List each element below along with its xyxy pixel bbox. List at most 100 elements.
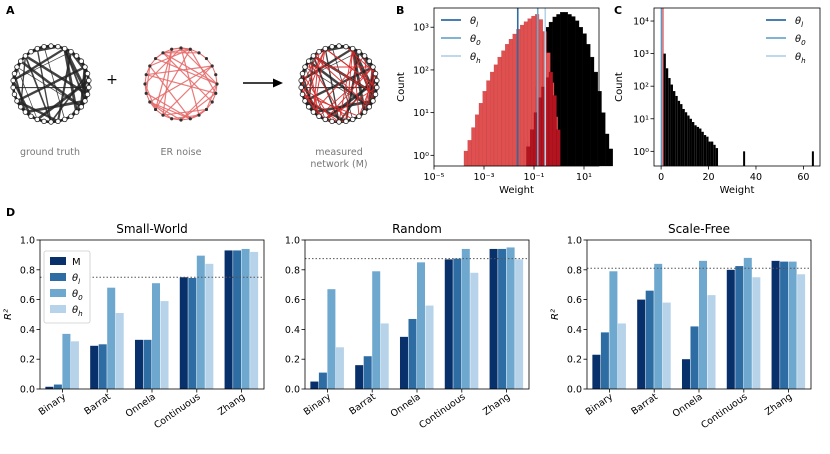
hist-bar [699,128,702,166]
network-node [188,47,192,51]
network-node [322,116,328,123]
hist-bar [706,136,709,166]
network-node [372,91,379,98]
y-tick-label: 10⁴ [633,17,649,28]
x-tick-label: Zhang [481,391,512,417]
network-node [204,107,209,112]
network-node [336,119,342,125]
panel-b-histogram: 10⁻⁵ 10⁻³ 10⁻¹ 10¹ 10⁰ 10¹ 10² 10³ Weight Count θl… [396,7,613,196]
bar [617,323,626,389]
legend-swatch [50,257,66,265]
y-tick-label: 0.8 [567,265,582,276]
hist-bar-red [497,56,502,167]
x-tick-label: Binary [302,391,334,418]
network-node [153,107,158,112]
y-tick-label: 0.0 [567,385,582,396]
network-node [78,58,85,64]
hist-bar-black [593,71,598,167]
bar [380,323,389,389]
legend-label: θ0 [72,289,83,302]
bar [143,339,152,389]
hist-bar-red [501,50,506,167]
network-node [11,91,18,98]
network-edge [16,99,59,123]
bar [637,299,646,389]
x-tick-label: Continuous [699,391,749,431]
x-axis-label: Weight [499,185,534,196]
network-node [310,53,317,59]
hist-bar-black [590,56,595,167]
hist-bar-black [560,12,565,167]
legend-swatch [50,289,66,297]
hist-bar [670,84,673,166]
network-node [55,43,61,50]
network-node [316,113,322,120]
network-node [73,109,80,115]
network-node [299,91,306,98]
y-tick-label: 10² [413,65,429,76]
y-tick-label: 0.8 [285,265,300,276]
network-node [336,43,342,49]
network-node [68,113,74,120]
hist-bar-darkred [556,129,561,167]
hist-bar-darkred [526,146,531,167]
y-tick-label: 0.2 [285,355,300,366]
network-node [161,113,165,117]
network-node [41,43,47,50]
legend-label: θl [72,273,80,286]
bar [98,344,107,389]
x-tick-label: 20 [702,172,714,183]
network-node [298,77,304,84]
bar [771,260,780,389]
network-node [343,118,349,125]
network-edge [162,48,191,54]
hist-bar-red [512,33,517,167]
bar [363,356,372,389]
y-tick-label: 10⁰ [633,147,649,158]
y-axis-label: Count [614,72,625,102]
network-node [48,43,54,49]
bar [444,259,453,389]
network-node [14,64,20,70]
y-tick-label: 0.6 [567,295,582,306]
network-node [148,100,152,104]
network-node [179,46,183,50]
network-edge [162,65,213,116]
hist-bar-red [490,71,495,167]
network-node [144,91,148,95]
hist-bar [684,112,688,166]
network-edge [63,47,89,96]
hist-bar [713,144,716,166]
network-edge [312,51,320,113]
network-node [17,104,24,110]
network-node [215,82,219,86]
network-node [316,48,322,55]
network-node [17,58,24,64]
hist-bar [710,141,714,166]
bar [515,259,524,389]
arrow-head [273,78,283,88]
hist-bar [687,115,690,166]
network-edge [302,48,326,95]
x-tick-label: Barrat [347,391,378,417]
network-node [14,98,20,104]
network-edge [345,46,376,74]
bar [318,372,327,389]
bar [70,341,79,389]
hist-bar-black [597,91,602,167]
network-edge [12,60,22,81]
network-node [366,104,373,110]
hist-bar-red [505,44,510,167]
network-edge [324,66,374,120]
network-edge [302,94,326,120]
network-node [302,98,308,104]
bar [115,313,124,389]
network-node [68,48,74,55]
network-edge [24,55,52,123]
x-tick-label: Onnela [124,391,158,419]
network-node [305,104,312,110]
x-tick-label: Continuous [152,391,202,431]
network-node [55,118,61,125]
bar [690,326,699,389]
bar [250,251,259,389]
